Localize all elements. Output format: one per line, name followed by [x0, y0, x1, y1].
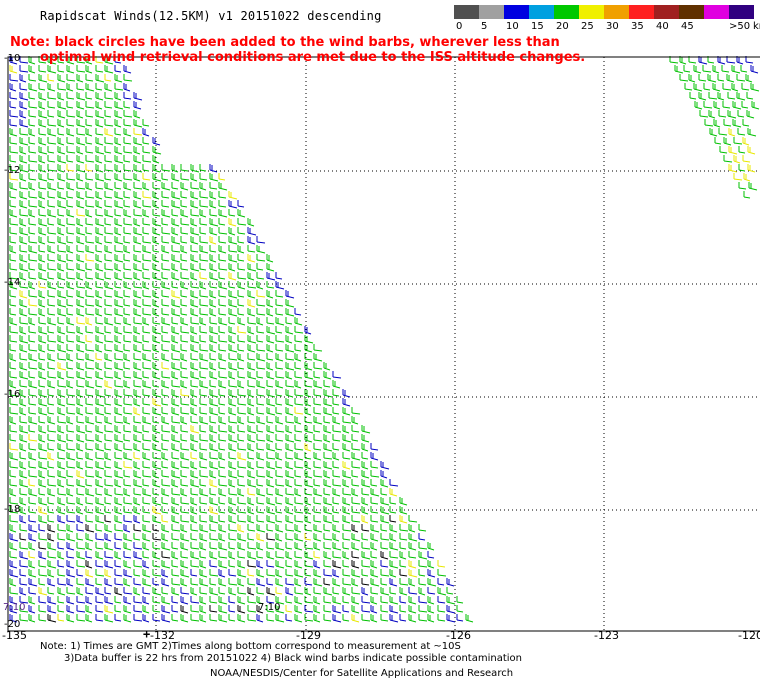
lon-label: -132: [150, 629, 175, 642]
legend-label: >50: [729, 21, 751, 32]
legend-swatch: [554, 5, 579, 19]
map-grid: [8, 57, 760, 631]
lon-label: -123: [594, 629, 619, 642]
legend-label: 40: [656, 21, 669, 32]
legend-label: 20: [556, 21, 569, 32]
legend-label: 45: [681, 21, 694, 32]
lat-label: -20: [4, 619, 20, 630]
legend-label: 15: [531, 21, 544, 32]
map-frame: [7, 56, 760, 632]
lon-label: -129: [296, 629, 321, 642]
warning-note-line1: Note: black circles have been added to t…: [10, 35, 560, 50]
wind-barb-group-yellow: [9, 56, 756, 623]
lon-label: -126: [446, 629, 471, 642]
lat-label: -10: [4, 53, 20, 64]
legend-swatch: [604, 5, 629, 19]
time-label: 7:10: [258, 602, 280, 613]
legend-swatch: [629, 5, 654, 19]
legend-swatch: [654, 5, 679, 19]
legend-swatch: [504, 5, 529, 19]
footer-credit: NOAA/NESDIS/Center for Satellite Applica…: [210, 668, 514, 679]
wind-barb-group-black: [19, 515, 408, 623]
legend-label: 30: [606, 21, 619, 32]
lat-label: -14: [4, 277, 20, 288]
lon-label: -120: [738, 629, 760, 642]
footer-note-1: Note: 1) Times are GMT 2)Times along bot…: [40, 641, 461, 652]
warning-note-line2: optimal wind retrieval conditions are me…: [40, 50, 586, 65]
legend-label: 10: [506, 21, 519, 32]
latitude-labels: -10 -12 -14 -16 -18 -20: [4, 53, 20, 630]
longitude-labels: -135 -132 -129 -126 -123 -120: [2, 629, 760, 642]
lon-label: -135: [2, 629, 27, 642]
legend-swatch: [479, 5, 504, 19]
lat-label: -18: [4, 504, 20, 515]
time-marker-icon: +: [143, 627, 150, 641]
wind-barb-group-blue: [9, 56, 759, 623]
lat-label: -16: [4, 389, 20, 400]
legend-label: 0: [456, 21, 463, 32]
legend-swatch: [454, 5, 479, 19]
legend-label: 35: [631, 21, 644, 32]
time-label: 7:10: [3, 602, 25, 613]
legend-labels: 0 5 10 15 20 25 30 35 40 45 >50knots: [454, 19, 760, 33]
legend-color-bar: [454, 5, 754, 19]
map-title: Rapidscat Winds(12.5KM) v1 20151022 desc…: [40, 9, 382, 23]
legend-swatch: [729, 5, 754, 19]
footer-note-2: 3)Data buffer is 22 hrs from 20151022 4)…: [64, 653, 522, 664]
wind-barb-group-green: [9, 56, 760, 623]
warning-note: Note: black circles have been added to t…: [10, 35, 585, 65]
legend-swatch: [529, 5, 554, 19]
legend-label: 5: [481, 21, 488, 32]
legend-swatch: [679, 5, 704, 19]
legend-label: 25: [581, 21, 594, 32]
lat-label: -12: [4, 165, 20, 176]
wind-speed-legend: 0 5 10 15 20 25 30 35 40 45 >50knots: [454, 5, 760, 33]
legend-unit: knots: [753, 21, 760, 32]
legend-swatch: [704, 5, 729, 19]
legend-swatch: [579, 5, 604, 19]
wind-barbs: [9, 56, 760, 623]
